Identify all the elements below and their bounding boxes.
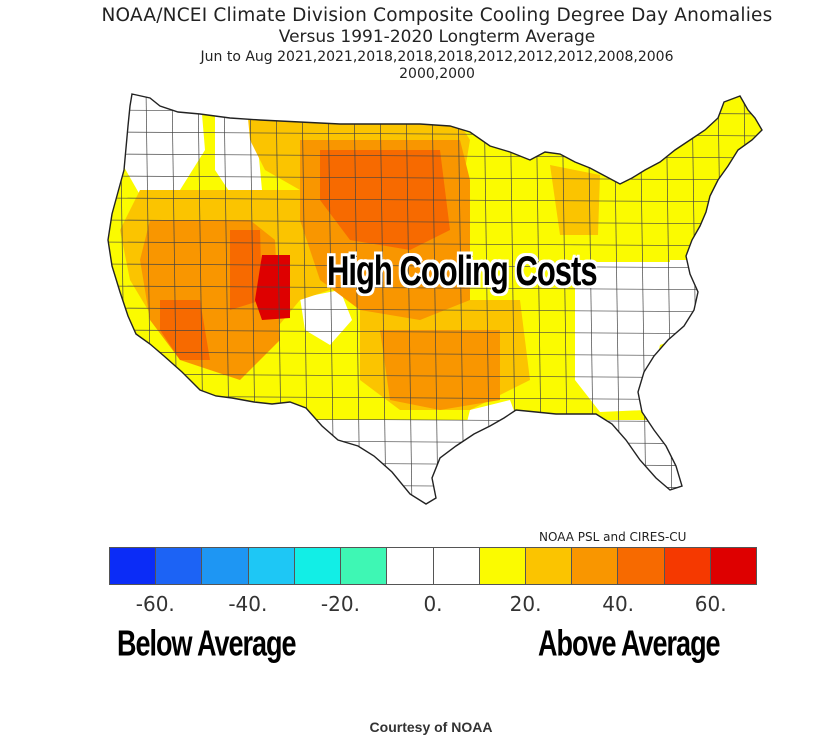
legend-tick-label: -60. [135, 592, 175, 616]
below-average-label: Below Average [117, 623, 297, 664]
legend-swatch [248, 548, 295, 584]
region-dark-orange-nevada [230, 230, 262, 310]
title-line-2: Versus 1991-2020 Longterm Average [278, 27, 596, 47]
legend-tick-label: 40. [602, 592, 635, 616]
legend-swatch [525, 548, 573, 584]
legend-swatch [433, 548, 480, 584]
region-red-utah [255, 255, 290, 320]
legend-swatch [479, 548, 526, 584]
legend-swatch [618, 548, 665, 584]
color-legend-bar [109, 547, 757, 585]
legend-swatch [156, 548, 203, 584]
legend-tick-label: -20. [320, 592, 360, 616]
legend-swatch [110, 548, 157, 584]
above-average-label: Above Average [538, 623, 721, 664]
legend-swatch [710, 548, 757, 584]
legend-swatch [387, 548, 434, 584]
courtesy-credit: Courtesy of NOAA [369, 719, 493, 735]
legend-swatch [294, 548, 342, 584]
legend-tick-label: 0. [423, 592, 443, 616]
legend-tick-label: 20. [509, 592, 542, 616]
region-white-northwest [120, 94, 205, 195]
high-cooling-costs-label: High Cooling Costs [327, 247, 598, 295]
title-line-4: 2000,2000 [399, 66, 475, 82]
psl-credit: NOAA PSL and CIRES-CU [539, 530, 687, 544]
region-dark-orange-california [160, 300, 210, 360]
legend-tick-label: 60. [694, 592, 727, 616]
title-line-1: NOAA/NCEI Climate Division Composite Coo… [101, 5, 773, 26]
title-line-3: Jun to Aug 2021,2021,2018,2018,2018,2012… [200, 49, 674, 65]
map-title: NOAA/NCEI Climate Division Composite Coo… [0, 4, 826, 83]
legend-swatch [664, 548, 711, 584]
us-climate-division-map [107, 93, 763, 505]
legend-swatch [341, 548, 388, 584]
legend-swatch [572, 548, 619, 584]
legend-swatch [202, 548, 249, 584]
region-gold-michigan [550, 165, 600, 235]
legend-tick-label: -40. [228, 592, 268, 616]
